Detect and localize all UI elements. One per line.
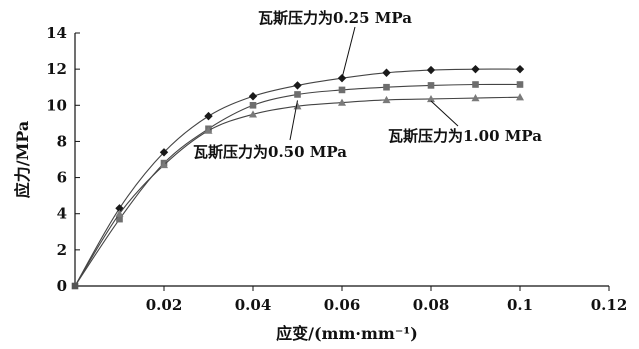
y-tick-label: 8 <box>57 132 67 150</box>
series-1 <box>74 81 524 287</box>
x-tick-label: 0.12 <box>591 296 628 314</box>
y-tick-label: 0 <box>57 277 67 295</box>
annotations: 瓦斯压力为0.25 MPa 瓦斯压力为0.50 MPa 瓦斯压力为1.00 MP… <box>193 9 542 161</box>
data-point <box>116 215 123 223</box>
tick-marks: 0 2 4 6 8 10 12 14 0.02 0.04 0.06 0.08 0.1 0.12 <box>46 24 627 314</box>
series-label-0.25mpa: 瓦斯压力为0.25 MPa <box>258 9 412 27</box>
data-point <box>294 91 301 98</box>
x-tick-label: 0.04 <box>235 296 272 314</box>
data-point <box>115 209 124 217</box>
leader-line-0.50mpa <box>289 100 298 141</box>
data-point <box>516 81 524 88</box>
y-axis-title: 应力/MPa <box>13 121 32 199</box>
data-point <box>159 148 169 157</box>
y-tick-label: 2 <box>57 241 67 259</box>
data-point <box>204 126 213 134</box>
leader-line-1.00mpa <box>430 100 459 127</box>
y-tick-label: 6 <box>57 169 67 187</box>
data-point-origin <box>71 282 79 290</box>
data-point <box>249 110 257 118</box>
y-tick-label: 10 <box>46 96 67 114</box>
y-tick-label: 12 <box>46 60 67 78</box>
data-point <box>204 111 213 121</box>
data-point <box>249 101 257 109</box>
series-label-1.00mpa: 瓦斯压力为1.00 MPa <box>388 127 542 145</box>
data-point <box>338 86 346 94</box>
series-label-0.50mpa: 瓦斯压力为0.50 MPa <box>193 143 347 161</box>
data-point <box>471 94 480 102</box>
data-point <box>248 92 258 101</box>
series-layer <box>71 64 525 290</box>
data-point <box>293 81 302 90</box>
leader-line-0.25mpa <box>341 26 356 79</box>
data-point <box>516 93 524 101</box>
data-point <box>160 160 168 169</box>
data-point <box>382 68 391 77</box>
data-point <box>515 64 525 74</box>
series-0 <box>74 64 525 287</box>
x-tick-label: 0.02 <box>146 296 183 314</box>
x-axis-title: 应变/(mm·mm⁻¹) <box>276 324 418 343</box>
series-line <box>74 96 521 287</box>
series-line <box>74 83 521 287</box>
data-point <box>426 65 436 75</box>
y-tick-label: 4 <box>57 205 67 223</box>
data-point <box>472 81 479 88</box>
data-point <box>293 102 302 110</box>
data-point <box>382 95 391 104</box>
data-point <box>338 98 346 106</box>
x-tick-label: 0.1 <box>507 296 533 314</box>
data-point <box>471 64 480 74</box>
y-tick-label: 14 <box>46 24 67 42</box>
data-point <box>427 94 435 103</box>
data-point <box>427 82 435 89</box>
x-tick-label: 0.06 <box>324 296 361 314</box>
data-point <box>383 83 390 91</box>
series-2 <box>74 93 524 287</box>
x-tick-label: 0.08 <box>413 296 450 314</box>
